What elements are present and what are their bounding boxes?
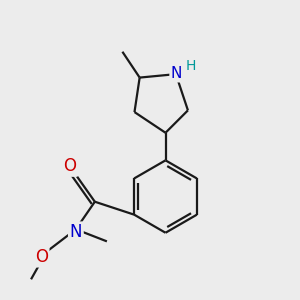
Text: O: O <box>35 248 48 266</box>
Text: N: N <box>70 223 82 241</box>
Text: O: O <box>64 157 76 175</box>
Text: N: N <box>171 66 182 81</box>
Text: H: H <box>185 58 196 73</box>
